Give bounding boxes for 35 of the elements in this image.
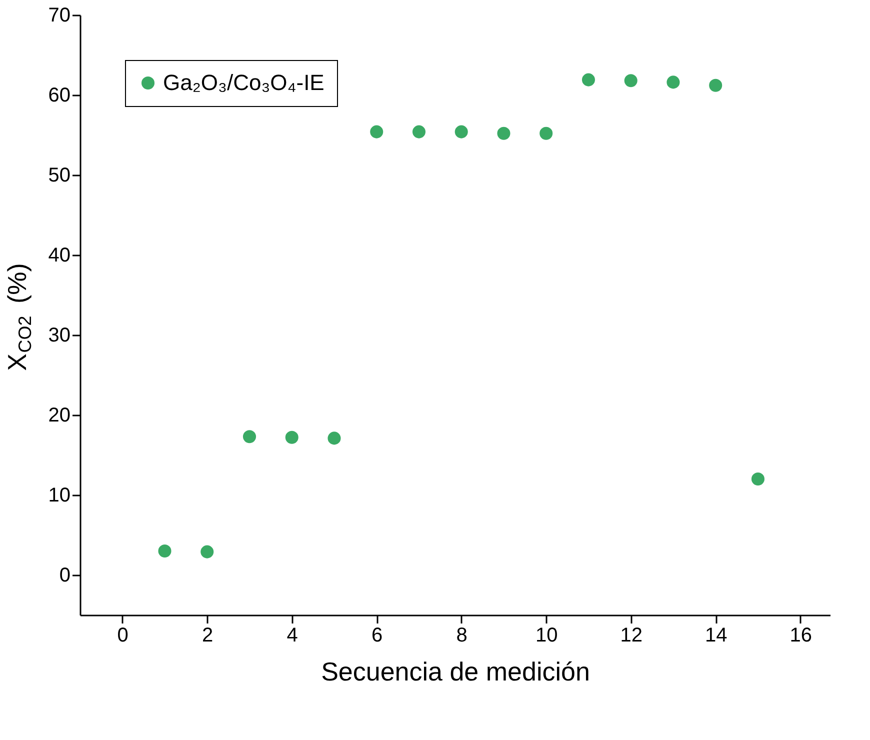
point <box>709 78 722 92</box>
x-tick-label: 8 <box>456 624 468 646</box>
point <box>454 125 468 138</box>
y-axis-title: XCO2 (%) <box>2 263 35 371</box>
y-tick-label: 30 <box>48 324 70 346</box>
point <box>328 432 341 445</box>
y-tick-label: 50 <box>48 164 70 186</box>
legend-label: Ga₂O₃/Co₃O₄-IE <box>163 70 324 95</box>
y-tick-label: 20 <box>48 404 70 426</box>
x-tick-label: 6 <box>372 624 383 646</box>
point <box>751 472 764 486</box>
point <box>666 76 680 89</box>
point <box>540 126 553 140</box>
point <box>370 125 384 138</box>
x-tick-label: 2 <box>202 624 214 646</box>
point <box>200 545 214 558</box>
point <box>497 126 510 140</box>
y-tick-label: 70 <box>48 4 70 26</box>
point <box>158 544 172 558</box>
point <box>582 73 595 86</box>
point <box>242 430 256 444</box>
y-tick-label: 0 <box>59 564 70 586</box>
x-tick-label: 4 <box>286 624 298 646</box>
x-tick-label: 10 <box>535 624 558 646</box>
x-tick-label: 0 <box>117 624 128 646</box>
y-tick-label: 40 <box>48 244 70 266</box>
point <box>624 74 638 88</box>
y-tick-label: 10 <box>48 484 70 506</box>
x-tick-label: 12 <box>620 624 642 646</box>
point <box>285 430 298 444</box>
point <box>412 125 426 138</box>
x-tick-label: 14 <box>704 624 728 646</box>
x-axis-title: Secuencia de medición <box>321 656 590 686</box>
y-tick-label: 60 <box>48 84 70 106</box>
x-tick-label: 16 <box>790 624 812 646</box>
